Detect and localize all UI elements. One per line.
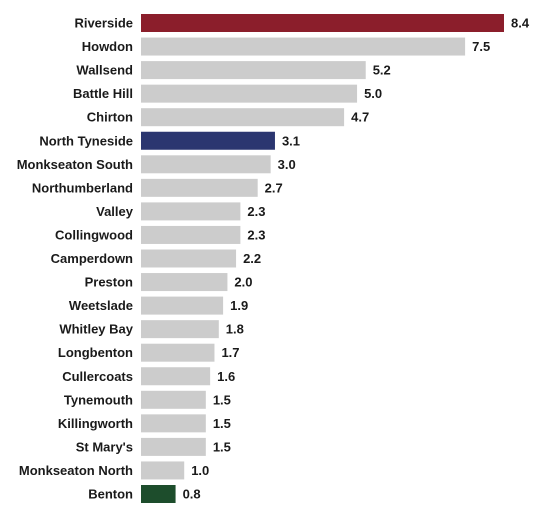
bar-chirton xyxy=(141,108,345,127)
category-label-cullercoats: Cullercoats xyxy=(62,369,133,384)
bars-group xyxy=(141,14,504,503)
category-labels-group: Riverside Howdon Wallsend Battle Hill Chirto… xyxy=(17,16,134,502)
value-label-st-mary-s: 1.5 xyxy=(213,439,231,454)
bar-collingwood xyxy=(141,225,241,244)
value-label-north-tyneside: 3.1 xyxy=(282,133,300,148)
category-label-collingwood: Collingwood xyxy=(55,227,133,242)
category-label-preston: Preston xyxy=(85,275,133,290)
category-label-killingworth: Killingworth xyxy=(58,416,133,431)
value-label-howdon: 7.5 xyxy=(472,39,490,54)
value-label-chirton: 4.7 xyxy=(351,110,369,125)
value-label-cullercoats: 1.6 xyxy=(217,369,235,384)
bar-howdon xyxy=(141,37,466,56)
value-labels-group: 8.47.55.25.04.73.13.02.72.32.32.22.01.91… xyxy=(183,16,530,502)
value-label-monkseaton-north: 1.0 xyxy=(191,463,209,478)
category-label-howdon: Howdon xyxy=(82,39,133,54)
bar-weetslade xyxy=(141,296,224,315)
bar-camperdown xyxy=(141,249,237,268)
category-label-weetslade: Weetslade xyxy=(69,298,133,313)
value-label-killingworth: 1.5 xyxy=(213,416,231,431)
bar-valley xyxy=(141,202,241,221)
bar-monkseaton-north xyxy=(141,461,185,480)
category-label-northumberland: Northumberland xyxy=(32,180,133,195)
value-label-valley: 2.3 xyxy=(247,204,265,219)
value-label-wallsend: 5.2 xyxy=(373,63,391,78)
value-label-benton: 0.8 xyxy=(183,487,201,502)
category-label-tynemouth: Tynemouth xyxy=(64,392,133,407)
bar-northumberland xyxy=(141,178,258,197)
category-label-battle-hill: Battle Hill xyxy=(73,86,133,101)
value-label-longbenton: 1.7 xyxy=(221,345,239,360)
value-label-collingwood: 2.3 xyxy=(247,227,265,242)
value-label-camperdown: 2.2 xyxy=(243,251,261,266)
bar-cullercoats xyxy=(141,367,211,386)
category-label-camperdown: Camperdown xyxy=(51,251,133,266)
category-label-benton: Benton xyxy=(88,487,133,502)
bar-preston xyxy=(141,273,228,292)
category-label-longbenton: Longbenton xyxy=(58,345,133,360)
value-label-weetslade: 1.9 xyxy=(230,298,248,313)
bar-tynemouth xyxy=(141,390,206,409)
category-label-wallsend: Wallsend xyxy=(76,63,133,78)
bar-north-tyneside xyxy=(141,131,275,150)
category-label-whitley-bay: Whitley Bay xyxy=(59,322,133,337)
bar-whitley-bay xyxy=(141,320,219,339)
value-label-northumberland: 2.7 xyxy=(265,180,283,195)
category-label-st-mary-s: St Mary's xyxy=(76,439,133,454)
category-label-north-tyneside: North Tyneside xyxy=(39,133,133,148)
bar-wallsend xyxy=(141,61,366,80)
category-label-chirton: Chirton xyxy=(87,110,133,125)
value-label-riverside: 8.4 xyxy=(511,16,530,31)
category-label-valley: Valley xyxy=(96,204,134,219)
value-label-battle-hill: 5.0 xyxy=(364,86,382,101)
bar-riverside xyxy=(141,14,504,32)
category-label-monkseaton-south: Monkseaton South xyxy=(17,157,133,172)
category-label-monkseaton-north: Monkseaton North xyxy=(19,463,133,478)
bar-monkseaton-south xyxy=(141,155,271,174)
value-label-tynemouth: 1.5 xyxy=(213,392,231,407)
bar-benton xyxy=(141,485,176,503)
bar-st-mary-s xyxy=(141,437,206,456)
value-label-preston: 2.0 xyxy=(234,275,252,290)
bar-killingworth xyxy=(141,414,206,433)
value-label-monkseaton-south: 3.0 xyxy=(278,157,296,172)
bar-battle-hill xyxy=(141,84,358,103)
value-label-whitley-bay: 1.8 xyxy=(226,322,244,337)
bar-longbenton xyxy=(141,343,215,362)
category-label-riverside: Riverside xyxy=(74,16,133,31)
